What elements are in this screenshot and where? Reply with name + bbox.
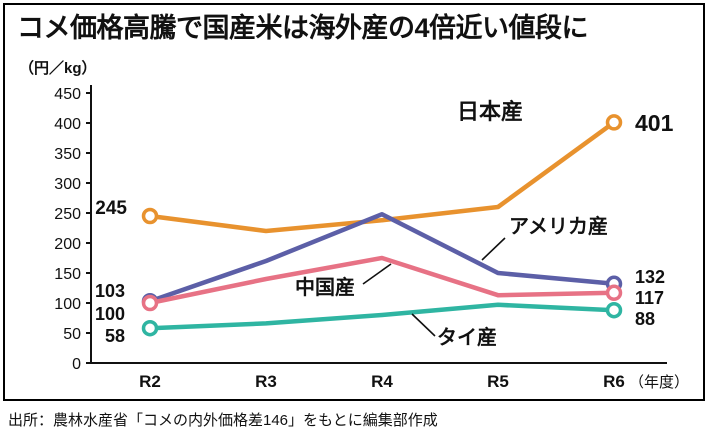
series-marker-3 (141, 319, 159, 337)
x-tick-label: R4 (371, 372, 393, 391)
chart-annotation: 117 (635, 288, 664, 308)
price-line-chart: 0 50 100 150 200 250 300 350 400 450 R2 R3 R4 R5 R6 （年度… (19, 59, 689, 391)
x-axis-suffix: （年度） (629, 374, 689, 391)
y-tick-label: 400 (54, 116, 81, 133)
y-tick-label: 250 (54, 206, 81, 223)
y-tick-label: 300 (54, 176, 81, 193)
label-leader-line (362, 263, 392, 285)
x-tick-label: R6 (603, 372, 625, 391)
y-tick-label: 150 (54, 266, 81, 283)
chart-annotation: 88 (635, 309, 655, 329)
y-tick-label: 50 (63, 326, 81, 343)
x-tick-label: R2 (139, 372, 161, 391)
y-tick-label: 100 (54, 296, 81, 313)
chart-annotation: 100 (95, 304, 125, 324)
chart-annotation: 中国産 (295, 275, 355, 299)
chart-annotation: アメリカ産 (509, 214, 608, 238)
label-leader-line (481, 237, 506, 261)
chart-annotation: 58 (105, 326, 125, 346)
series-marker-2 (141, 294, 159, 312)
chart-frame: コメ価格高騰で国産米は海外産の4倍近い値段に 0 50 100 150 200 250 30… (3, 3, 705, 401)
y-axis-unit-label: （円／kg） (19, 59, 97, 77)
x-tick-label: R3 (255, 372, 277, 391)
chart-annotation: 401 (635, 110, 674, 136)
y-tick-label: 450 (54, 86, 81, 103)
series-line-0 (147, 120, 617, 234)
series-marker-3 (605, 301, 623, 319)
series-line-1 (147, 211, 617, 304)
y-tick-label: 0 (72, 356, 81, 373)
series-line-2 (147, 255, 617, 306)
series-marker-0 (141, 207, 159, 225)
label-leader-line (411, 313, 436, 337)
source-note: 出所：農林水産省「コメの内外価格差146」をもとに編集部作成 (8, 412, 438, 429)
chart-annotation: 103 (95, 281, 125, 301)
y-tick-label: 200 (54, 236, 81, 253)
series-line-3 (147, 302, 617, 331)
x-tick-label: R5 (487, 372, 509, 391)
chart-annotation: タイ産 (437, 325, 497, 349)
series-marker-2 (605, 284, 623, 302)
chart-annotation: 132 (635, 267, 665, 287)
series-marker-0 (605, 114, 623, 131)
chart-annotation: 日本産 (457, 99, 523, 124)
page-title: コメ価格高騰で国産米は海外産の4倍近い値段に (17, 13, 589, 43)
y-tick-label: 350 (54, 146, 81, 163)
chart-annotation: 245 (95, 198, 127, 219)
